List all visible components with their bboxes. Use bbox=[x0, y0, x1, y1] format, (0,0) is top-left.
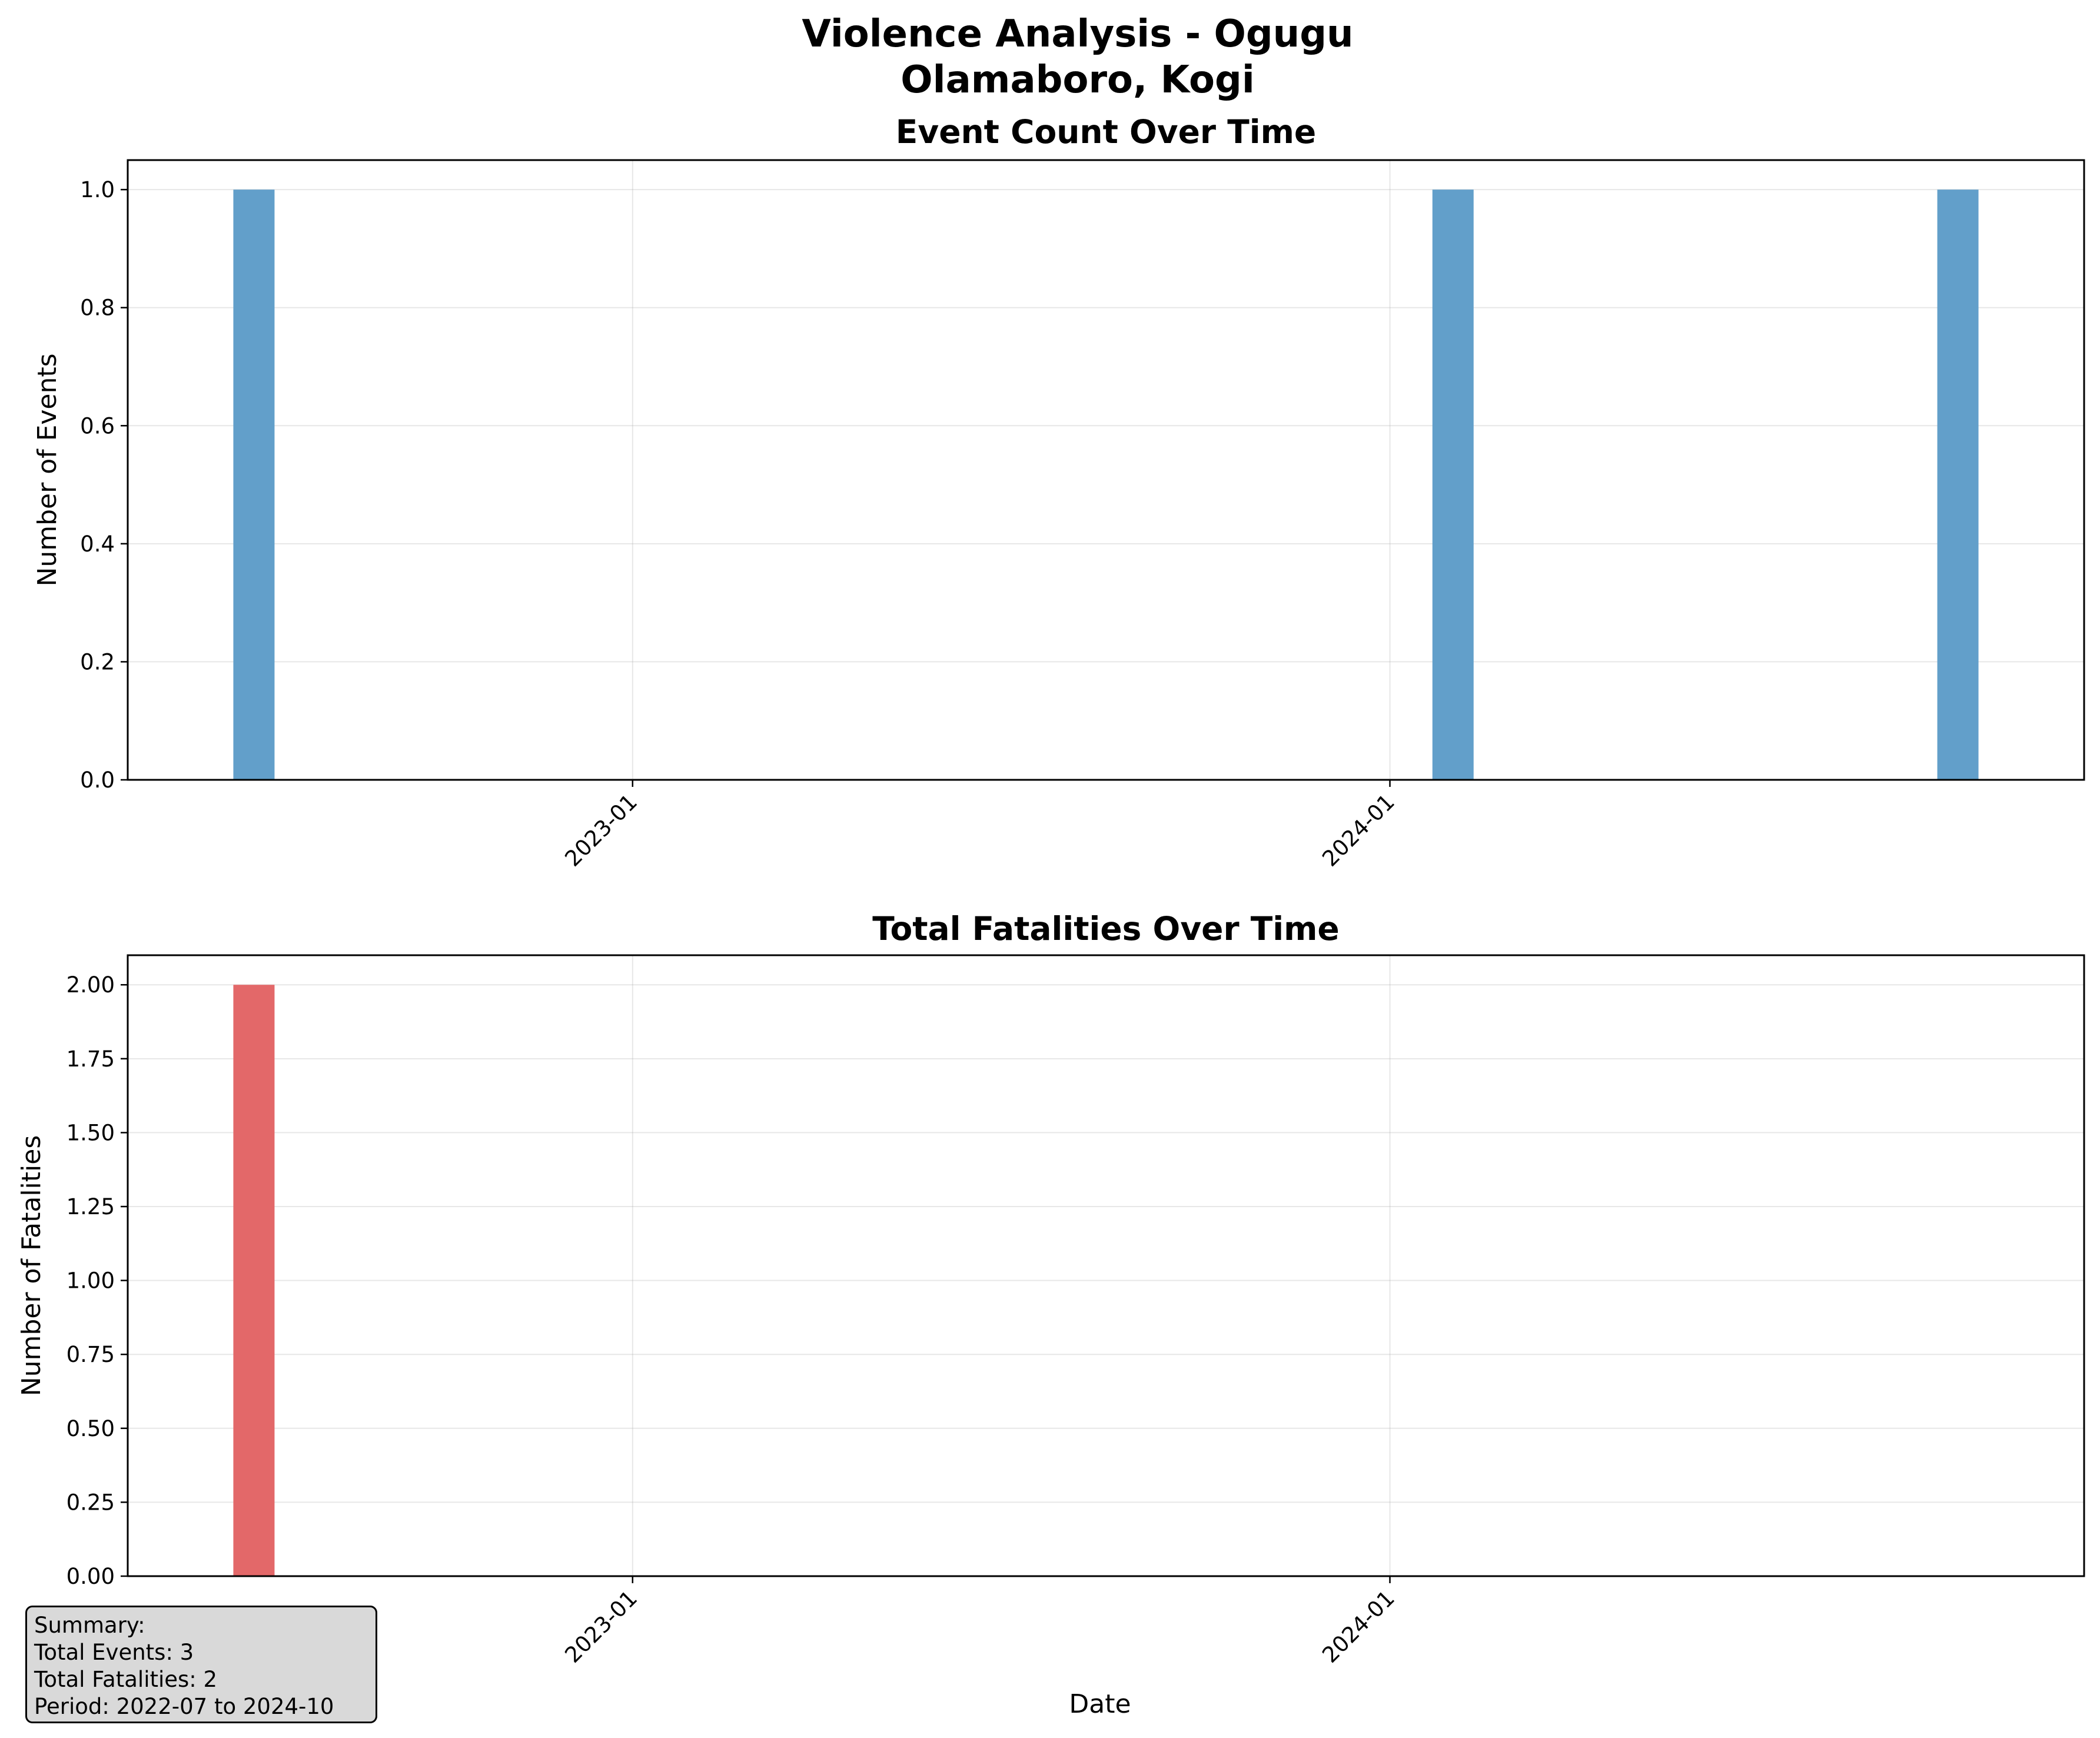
y-tick-label: 1.0 bbox=[80, 177, 115, 202]
y-axis-label: Number of Fatalities bbox=[16, 1135, 46, 1397]
figure-title-line1: Violence Analysis - Ogugu bbox=[802, 12, 1353, 56]
y-tick-label: 2.00 bbox=[67, 972, 115, 998]
y-tick-label: 0.4 bbox=[80, 531, 115, 557]
x-axis-label: Date bbox=[1069, 1689, 1131, 1719]
panel-title: Total Fatalities Over Time bbox=[872, 910, 1339, 948]
x-tick-label: 2024-01 bbox=[1317, 789, 1400, 872]
y-tick-label: 0.8 bbox=[80, 295, 115, 321]
summary-total-events: Total Events: 3 bbox=[34, 1640, 194, 1665]
y-tick-label: 0.0 bbox=[80, 767, 115, 793]
x-tick-label: 2023-01 bbox=[560, 1586, 642, 1668]
summary-box: Summary: Total Events: 3 Total Fatalitie… bbox=[25, 1606, 377, 1723]
summary-period: Period: 2022-07 to 2024-10 bbox=[34, 1694, 334, 1719]
figure-title-line2: Olamaboro, Kogi bbox=[901, 58, 1255, 102]
y-tick-label: 0.00 bbox=[67, 1564, 115, 1589]
bar bbox=[233, 190, 275, 780]
y-axis-label: Number of Events bbox=[32, 353, 62, 586]
y-tick-label: 1.25 bbox=[67, 1194, 115, 1219]
y-tick-label: 0.50 bbox=[67, 1416, 115, 1441]
summary-total-fatalities: Total Fatalities: 2 bbox=[34, 1667, 218, 1692]
y-tick-label: 0.25 bbox=[67, 1490, 115, 1515]
plot-frame bbox=[127, 954, 2085, 1577]
bar bbox=[1937, 190, 1979, 780]
y-tick-label: 0.2 bbox=[80, 649, 115, 674]
panel-title: Event Count Over Time bbox=[896, 113, 1316, 151]
y-tick-label: 1.00 bbox=[67, 1268, 115, 1294]
x-tick-label: 2024-01 bbox=[1317, 1586, 1400, 1668]
bar bbox=[1432, 190, 1474, 780]
x-tick-label: 2023-01 bbox=[560, 789, 642, 872]
y-tick-label: 0.75 bbox=[67, 1342, 115, 1367]
event-count-panel: 0.0 0.2 0.4 0.6 0.8 1.0 2023-01 2024-01 Event Co… bbox=[32, 113, 2085, 872]
bar bbox=[233, 985, 275, 1576]
plot-frame bbox=[127, 159, 2085, 781]
y-tick-label: 1.50 bbox=[67, 1120, 115, 1145]
y-tick-label: 0.6 bbox=[80, 413, 115, 438]
summary-heading: Summary: bbox=[34, 1613, 145, 1638]
fatalities-panel: 0.00 0.25 0.50 0.75 1.00 1.25 1.50 1.75 2.00 2023… bbox=[16, 910, 2085, 1719]
y-tick-label: 1.75 bbox=[67, 1046, 115, 1072]
